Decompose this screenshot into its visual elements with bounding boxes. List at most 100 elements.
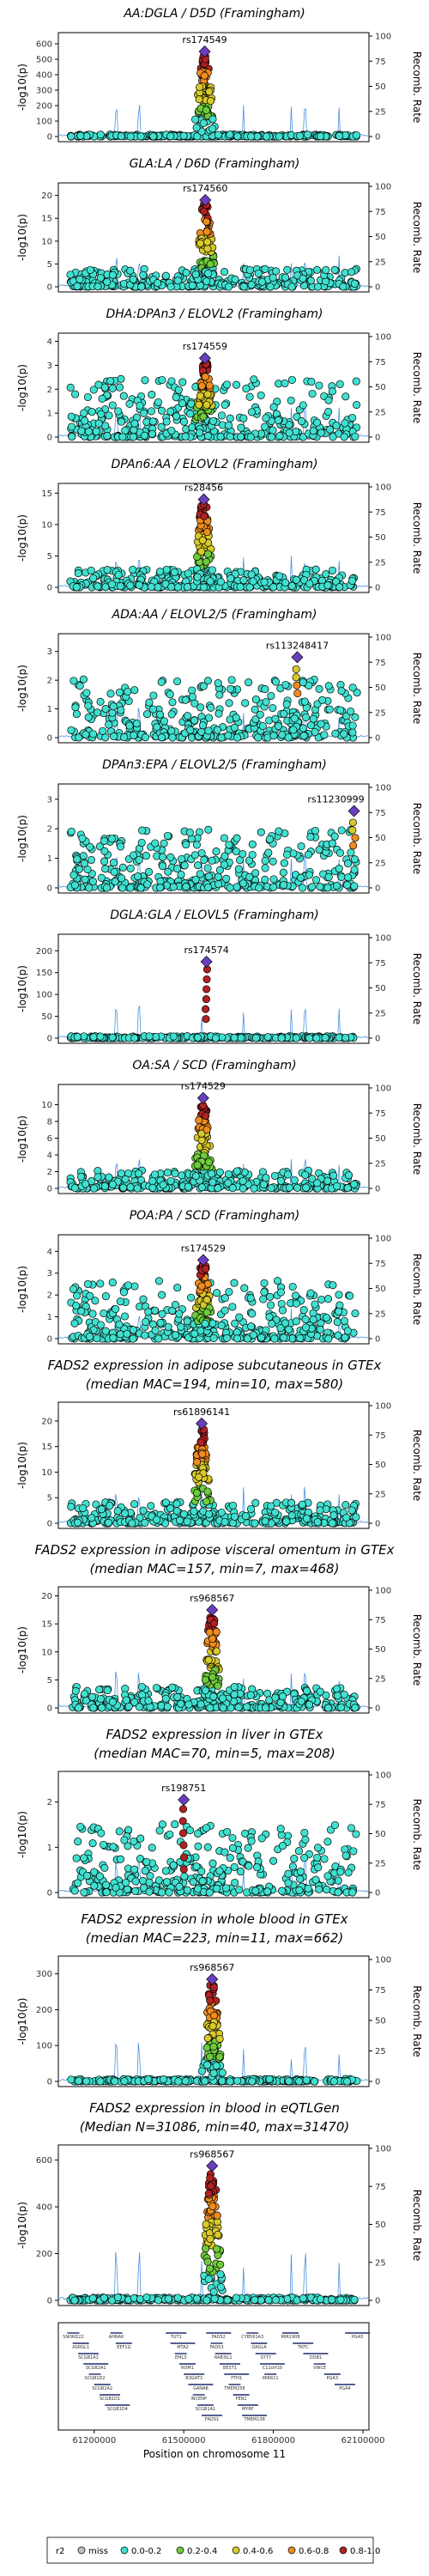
snp-point bbox=[347, 268, 356, 276]
snp-point bbox=[172, 412, 181, 421]
snp-point bbox=[131, 1886, 140, 1895]
snp-point bbox=[274, 416, 282, 425]
snp-point-ld bbox=[208, 416, 217, 425]
snp-point bbox=[295, 131, 304, 140]
snp-point bbox=[112, 1883, 120, 1892]
snp-point bbox=[196, 703, 205, 712]
snp-point bbox=[100, 1182, 109, 1190]
recomb-tick-label: 100 bbox=[375, 483, 391, 493]
snp-point bbox=[82, 1180, 90, 1188]
snp-point bbox=[118, 874, 126, 883]
snp-point-ld bbox=[196, 1438, 205, 1447]
snp-point bbox=[284, 1170, 293, 1179]
snp-point bbox=[251, 1519, 259, 1528]
snp-point bbox=[134, 872, 142, 881]
snp-point bbox=[157, 422, 166, 431]
snp-point bbox=[119, 1288, 129, 1297]
snp-point bbox=[267, 1184, 275, 1193]
snp-point bbox=[214, 679, 222, 688]
snp-point bbox=[74, 569, 82, 578]
snp-point bbox=[287, 1498, 296, 1507]
snp-point bbox=[292, 1299, 300, 1308]
snp-point bbox=[290, 714, 299, 723]
snp-point bbox=[157, 406, 166, 415]
snp-point bbox=[346, 1291, 354, 1300]
snp-point bbox=[169, 1032, 178, 1041]
snp-point bbox=[208, 856, 216, 865]
snp-point bbox=[312, 265, 322, 274]
snp-point bbox=[348, 576, 357, 585]
snp-point-ld bbox=[349, 841, 358, 850]
snp-point bbox=[103, 1686, 112, 1695]
snp-point bbox=[86, 1291, 94, 1300]
snp-point bbox=[351, 1704, 360, 1712]
y-tick-label: 500 bbox=[36, 56, 52, 65]
snp-point bbox=[296, 1334, 305, 1342]
snp-point bbox=[175, 1309, 184, 1318]
snp-point bbox=[297, 417, 306, 426]
snp-point bbox=[87, 855, 95, 864]
snp-point bbox=[140, 409, 148, 417]
snp-point bbox=[115, 688, 124, 696]
snp-point-ld bbox=[197, 1136, 206, 1145]
snp-point bbox=[79, 675, 88, 683]
snp-point bbox=[237, 423, 245, 432]
snp-point bbox=[278, 1886, 287, 1895]
panel-title: (median MAC=70, min=5, max=208) bbox=[94, 1746, 335, 1761]
snp-point bbox=[335, 865, 343, 873]
recomb-tick-label: 75 bbox=[375, 1109, 386, 1119]
snp-point bbox=[230, 1683, 239, 1692]
snp-point bbox=[287, 283, 296, 291]
snp-point bbox=[301, 1323, 311, 1332]
y-tick-label: 0 bbox=[47, 1035, 52, 1044]
snp-point bbox=[335, 848, 345, 857]
recomb-tick-label: 75 bbox=[375, 58, 386, 67]
snp-point bbox=[225, 283, 233, 291]
lead-snp-label: rs174559 bbox=[183, 341, 227, 352]
snp-point-ld bbox=[204, 1157, 213, 1166]
snp-point-ld bbox=[203, 550, 212, 558]
snp-point bbox=[323, 581, 332, 590]
snp-point bbox=[126, 864, 135, 872]
snp-point bbox=[185, 1826, 194, 1835]
snp-point bbox=[148, 1176, 157, 1186]
snp-point bbox=[269, 703, 277, 713]
snp-point bbox=[158, 375, 166, 385]
y-axis-label: -log10(p) bbox=[16, 1998, 28, 2045]
snp-point bbox=[335, 1033, 343, 1042]
y-tick-label: 1 bbox=[47, 1844, 52, 1853]
snp-point-ld bbox=[293, 681, 301, 690]
snp-point bbox=[102, 1888, 111, 1897]
snp-point bbox=[222, 1884, 231, 1893]
snp-point bbox=[277, 1299, 286, 1309]
snp-point-ld bbox=[202, 1112, 210, 1121]
snp-point bbox=[89, 1033, 98, 1042]
snp-point bbox=[124, 1281, 132, 1290]
snp-point bbox=[347, 707, 355, 716]
snp-point bbox=[163, 1169, 172, 1177]
snp-point-ld bbox=[293, 689, 302, 698]
snp-point bbox=[190, 851, 199, 860]
snp-point-ld bbox=[202, 1296, 211, 1304]
snp-point bbox=[173, 583, 182, 592]
lead-snp-label: rs174574 bbox=[184, 945, 229, 956]
y-tick-label: 2 bbox=[47, 677, 52, 686]
y-tick-label: 10 bbox=[41, 237, 52, 246]
recomb-tick-label: 25 bbox=[375, 1859, 386, 1868]
snp-point bbox=[237, 433, 245, 441]
snp-point bbox=[161, 271, 170, 280]
recomb-tick-label: 0 bbox=[375, 133, 380, 143]
snp-point bbox=[233, 883, 241, 891]
snp-point bbox=[80, 409, 88, 417]
snp-point bbox=[99, 1840, 108, 1849]
snp-point bbox=[149, 132, 158, 141]
recomb-tick-label: 100 bbox=[375, 1587, 391, 1596]
snp-point bbox=[213, 726, 221, 734]
snp-point bbox=[173, 677, 182, 686]
snp-point bbox=[311, 1875, 320, 1884]
snp-point bbox=[194, 861, 202, 870]
snp-point bbox=[218, 1033, 227, 1042]
y-tick-label: 4 bbox=[47, 1151, 52, 1161]
snp-point bbox=[176, 1516, 184, 1525]
y-tick-label: 0 bbox=[47, 2078, 52, 2087]
